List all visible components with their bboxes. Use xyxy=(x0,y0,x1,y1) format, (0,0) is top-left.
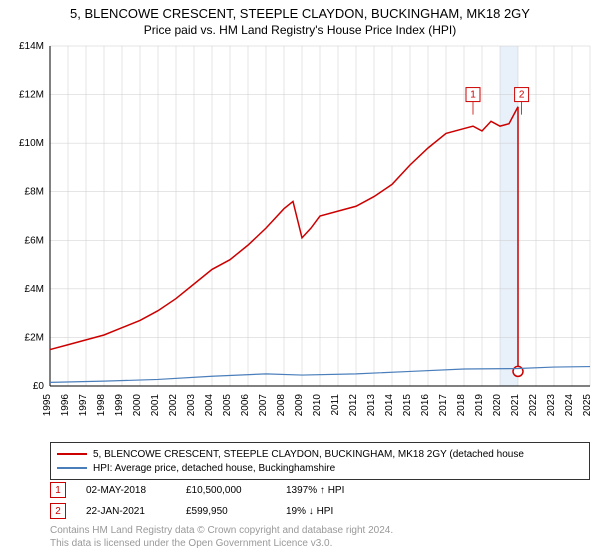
footer: Contains HM Land Registry data © Crown c… xyxy=(50,524,393,550)
annotation-change: 19% ↓ HPI xyxy=(286,506,376,517)
legend-swatch xyxy=(57,453,87,455)
svg-text:2019: 2019 xyxy=(474,394,485,417)
svg-text:2017: 2017 xyxy=(438,394,449,417)
chart-container: 5, BLENCOWE CRESCENT, STEEPLE CLAYDON, B… xyxy=(0,0,600,560)
svg-text:2015: 2015 xyxy=(402,394,413,417)
svg-text:2008: 2008 xyxy=(276,394,287,417)
svg-text:2001: 2001 xyxy=(150,394,161,417)
annotation-table: 1 02-MAY-2018 £10,500,000 1397% ↑ HPI 2 … xyxy=(50,482,376,524)
svg-text:£14M: £14M xyxy=(19,41,44,52)
annotation-date: 22-JAN-2021 xyxy=(86,506,166,517)
svg-text:2006: 2006 xyxy=(240,394,251,417)
legend-label: HPI: Average price, detached house, Buck… xyxy=(93,463,335,474)
svg-text:£6M: £6M xyxy=(25,235,44,246)
svg-text:2002: 2002 xyxy=(168,394,179,417)
svg-text:2023: 2023 xyxy=(546,394,557,417)
svg-text:2021: 2021 xyxy=(510,394,521,417)
svg-text:1997: 1997 xyxy=(78,394,89,417)
svg-text:2012: 2012 xyxy=(348,394,359,417)
legend: 5, BLENCOWE CRESCENT, STEEPLE CLAYDON, B… xyxy=(50,442,590,480)
title-line-1: 5, BLENCOWE CRESCENT, STEEPLE CLAYDON, B… xyxy=(0,6,600,21)
svg-text:2016: 2016 xyxy=(420,394,431,417)
annotation-date: 02-MAY-2018 xyxy=(86,485,166,496)
svg-text:2020: 2020 xyxy=(492,394,503,417)
legend-swatch xyxy=(57,467,87,469)
svg-text:2007: 2007 xyxy=(258,394,269,417)
svg-text:1999: 1999 xyxy=(114,394,125,417)
annotation-badge: 2 xyxy=(50,503,66,519)
svg-text:1996: 1996 xyxy=(60,394,71,417)
footer-line-2: This data is licensed under the Open Gov… xyxy=(50,537,393,550)
svg-text:2000: 2000 xyxy=(132,394,143,417)
legend-label: 5, BLENCOWE CRESCENT, STEEPLE CLAYDON, B… xyxy=(93,449,524,460)
svg-text:2010: 2010 xyxy=(312,394,323,417)
svg-text:1: 1 xyxy=(470,90,476,101)
svg-text:£4M: £4M xyxy=(25,284,44,295)
svg-text:2003: 2003 xyxy=(186,394,197,417)
svg-text:2: 2 xyxy=(519,90,525,101)
svg-text:£12M: £12M xyxy=(19,90,44,101)
svg-text:2013: 2013 xyxy=(366,394,377,417)
svg-text:2014: 2014 xyxy=(384,394,395,417)
title-block: 5, BLENCOWE CRESCENT, STEEPLE CLAYDON, B… xyxy=(0,0,600,37)
svg-text:£10M: £10M xyxy=(19,138,44,149)
svg-text:2022: 2022 xyxy=(528,394,539,417)
chart-plot: £0£2M£4M£6M£8M£10M£12M£14M19951996199719… xyxy=(50,46,590,416)
svg-text:£8M: £8M xyxy=(25,187,44,198)
footer-line-1: Contains HM Land Registry data © Crown c… xyxy=(50,524,393,537)
svg-text:1998: 1998 xyxy=(96,394,107,417)
annotation-change: 1397% ↑ HPI xyxy=(286,485,376,496)
svg-text:2009: 2009 xyxy=(294,394,305,417)
svg-text:2011: 2011 xyxy=(330,394,341,416)
svg-text:1995: 1995 xyxy=(42,394,53,417)
svg-text:2024: 2024 xyxy=(564,394,575,417)
annotation-row: 2 22-JAN-2021 £599,950 19% ↓ HPI xyxy=(50,503,376,519)
annotation-row: 1 02-MAY-2018 £10,500,000 1397% ↑ HPI xyxy=(50,482,376,498)
svg-text:2025: 2025 xyxy=(582,394,593,417)
svg-text:£0: £0 xyxy=(33,381,45,392)
chart-svg: £0£2M£4M£6M£8M£10M£12M£14M19951996199719… xyxy=(50,46,590,416)
svg-text:2018: 2018 xyxy=(456,394,467,417)
svg-text:2004: 2004 xyxy=(204,394,215,417)
svg-text:2005: 2005 xyxy=(222,394,233,417)
legend-item: 5, BLENCOWE CRESCENT, STEEPLE CLAYDON, B… xyxy=(57,447,583,461)
annotation-price: £599,950 xyxy=(186,506,266,517)
annotation-badge: 1 xyxy=(50,482,66,498)
svg-text:£2M: £2M xyxy=(25,332,44,343)
title-line-2: Price paid vs. HM Land Registry's House … xyxy=(0,23,600,37)
annotation-price: £10,500,000 xyxy=(186,485,266,496)
legend-item: HPI: Average price, detached house, Buck… xyxy=(57,461,583,475)
